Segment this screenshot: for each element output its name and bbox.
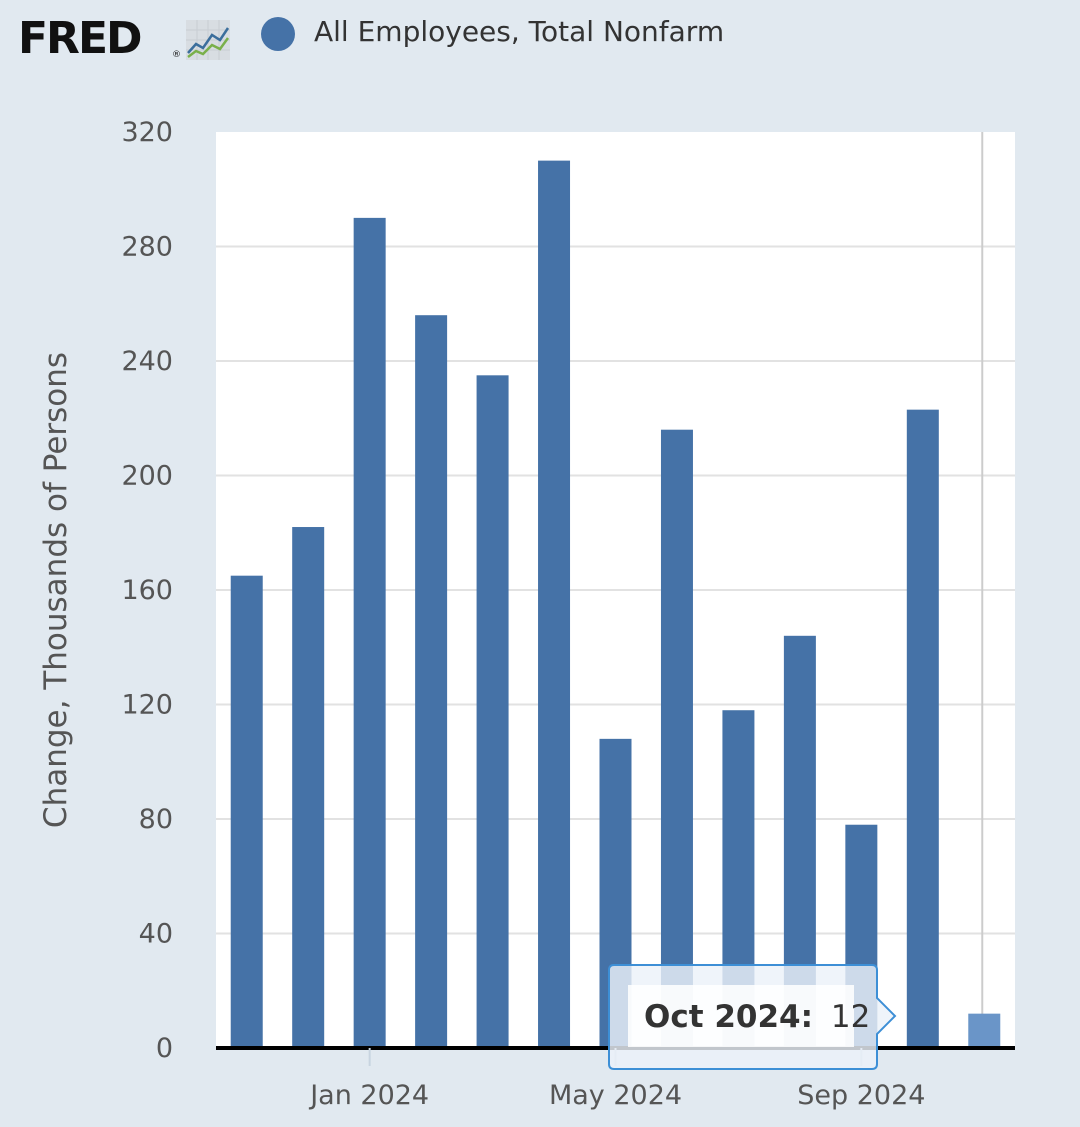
y-axis-ticks: 0 40 80 120 160 200 240 280 320 [121, 117, 173, 1064]
x-tick-label: Sep 2024 [797, 1080, 925, 1111]
bar-jun-2024[interactable] [660, 429, 693, 1048]
legend-series-label[interactable]: All Employees, Total Nonfarm [314, 15, 725, 48]
bar-dec-2023[interactable] [292, 527, 325, 1048]
bar-feb-2024[interactable] [415, 315, 448, 1048]
legend-series-marker[interactable] [261, 17, 295, 51]
y-tick-label: 200 [121, 461, 173, 492]
y-axis-label: Change, Thousands of Persons [38, 352, 74, 828]
fred-line-graph-icon [186, 20, 230, 60]
y-tick-label: 320 [121, 117, 173, 148]
y-tick-label: 40 [139, 919, 173, 950]
bar-jan-2024[interactable] [353, 217, 386, 1048]
bar-nov-2024[interactable] [968, 1013, 1001, 1048]
x-tick-label: Jan 2024 [308, 1080, 429, 1111]
tooltip: Oct 2024: 12 [608, 964, 897, 1070]
y-tick-label: 160 [121, 575, 173, 606]
bar-nov-2023[interactable] [230, 575, 263, 1048]
y-tick-label: 240 [121, 346, 173, 377]
x-tick-label: May 2024 [549, 1080, 682, 1111]
y-tick-label: 120 [121, 690, 173, 721]
bar-mar-2024[interactable] [476, 375, 509, 1048]
tooltip-date: Oct 2024: [644, 999, 813, 1035]
registered-mark: ® [172, 50, 181, 60]
y-tick-label: 280 [121, 232, 173, 263]
tooltip-inner [628, 985, 854, 1047]
fred-logo[interactable]: FRED [18, 13, 143, 64]
bar-oct-2024[interactable] [906, 409, 939, 1049]
y-tick-label: 0 [156, 1033, 173, 1064]
tooltip-value: 12 [831, 999, 870, 1035]
tooltip-text: Oct 2024: 12 [644, 999, 870, 1035]
x-axis-ticks: Jan 2024 May 2024 Sep 2024 [308, 1048, 925, 1111]
chart-header: FRED ® All Employees, Total Nonfarm [0, 0, 1080, 70]
bar-apr-2024[interactable] [538, 160, 571, 1048]
y-tick-label: 80 [139, 804, 173, 835]
